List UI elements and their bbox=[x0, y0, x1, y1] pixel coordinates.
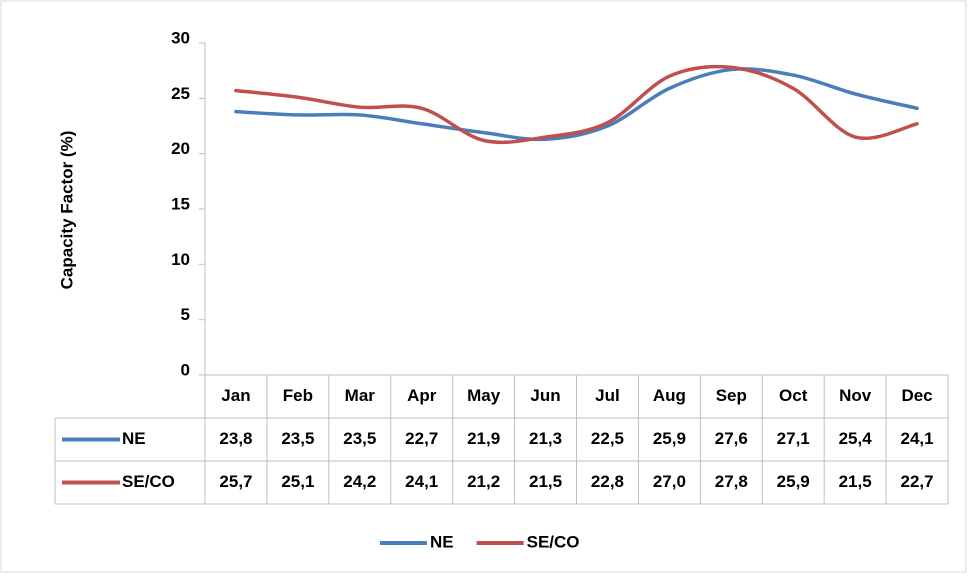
x-tick-label: Sep bbox=[716, 386, 747, 405]
data-label: 27,1 bbox=[777, 429, 810, 448]
x-tick-label: May bbox=[467, 386, 501, 405]
data-label: 27,8 bbox=[715, 472, 748, 491]
data-label: 27,6 bbox=[715, 429, 748, 448]
x-tick-label: Oct bbox=[779, 386, 808, 405]
series-line bbox=[234, 64, 919, 145]
data-label: 24,2 bbox=[343, 472, 376, 491]
x-tick-label: Jan bbox=[221, 386, 250, 405]
legend-label: SE/CO bbox=[122, 472, 175, 491]
x-tick-label: Aug bbox=[653, 386, 686, 405]
x-tick-label: Jun bbox=[530, 386, 560, 405]
data-label: 24,1 bbox=[405, 472, 438, 491]
legend-label: NE bbox=[122, 429, 146, 448]
data-label: 25,9 bbox=[653, 429, 686, 448]
y-tick-label: 15 bbox=[171, 194, 190, 213]
series-line bbox=[234, 67, 919, 142]
data-label: 23,8 bbox=[219, 429, 252, 448]
x-tick-label: Mar bbox=[345, 386, 376, 405]
y-tick-label: 25 bbox=[171, 84, 190, 103]
data-label: 22,5 bbox=[591, 429, 624, 448]
x-tick-label: Feb bbox=[283, 386, 313, 405]
data-label: 22,8 bbox=[591, 472, 624, 491]
x-tick-label: Jul bbox=[595, 386, 620, 405]
data-label: 24,1 bbox=[900, 429, 933, 448]
y-axis-title: Capacity Factor (%) bbox=[57, 131, 76, 290]
data-label: 21,9 bbox=[467, 429, 500, 448]
y-tick-label: 10 bbox=[171, 250, 190, 269]
y-tick-label: 30 bbox=[171, 28, 190, 47]
data-label: 22,7 bbox=[405, 429, 438, 448]
data-label: 25,7 bbox=[219, 472, 252, 491]
data-label: 25,4 bbox=[839, 429, 873, 448]
data-label: 25,9 bbox=[777, 472, 810, 491]
data-label: 21,5 bbox=[529, 472, 562, 491]
data-label: 25,1 bbox=[281, 472, 314, 491]
x-tick-label: Nov bbox=[839, 386, 872, 405]
legend-label: SE/CO bbox=[527, 532, 580, 551]
data-label: 21,3 bbox=[529, 429, 562, 448]
data-label: 22,7 bbox=[900, 472, 933, 491]
data-label: 21,2 bbox=[467, 472, 500, 491]
y-tick-label: 0 bbox=[181, 360, 190, 379]
x-tick-label: Dec bbox=[901, 386, 932, 405]
data-label: 21,5 bbox=[839, 472, 872, 491]
data-label: 23,5 bbox=[343, 429, 376, 448]
x-tick-label: Apr bbox=[407, 386, 437, 405]
y-tick-label: 20 bbox=[171, 139, 190, 158]
data-label: 23,5 bbox=[281, 429, 314, 448]
y-tick-label: 5 bbox=[181, 305, 190, 324]
data-label: 27,0 bbox=[653, 472, 686, 491]
legend-label: NE bbox=[430, 532, 454, 551]
